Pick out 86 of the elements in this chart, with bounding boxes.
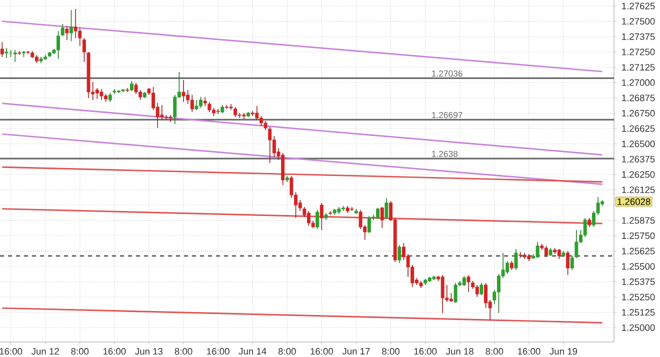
y-tick-label: 1.26500 <box>622 140 655 148</box>
x-tick-label: Jun 17 <box>342 348 370 355</box>
x-tick-label: 8:00 <box>486 348 504 355</box>
candlestick <box>60 24 64 36</box>
candlestick <box>320 202 324 230</box>
x-tick-label: 16:00 <box>518 348 540 355</box>
y-tick-label: 1.25625 <box>622 248 655 254</box>
x-tick-label: 8:00 <box>382 348 400 355</box>
candlestick <box>484 282 488 308</box>
y-tick-label: 1.26250 <box>622 171 655 178</box>
candlestick <box>0 42 4 58</box>
candlestick <box>574 230 578 258</box>
candlestick <box>130 80 134 92</box>
candlestick <box>255 106 259 120</box>
y-tick-label: 1.25125 <box>622 309 655 316</box>
candlestick <box>70 10 73 42</box>
candlestick <box>358 210 362 230</box>
y-tick-label: 1.27250 <box>622 48 655 56</box>
candlestick <box>82 38 86 62</box>
y-tick-label: 1.26750 <box>622 110 655 117</box>
candlestick <box>134 82 138 94</box>
candlestick <box>466 274 470 292</box>
candlestick <box>316 210 320 230</box>
candlestick <box>475 284 479 298</box>
x-tick-label: 16:00 <box>207 348 230 355</box>
x-tick-label: 16:00 <box>0 348 22 355</box>
candlestick <box>264 120 268 130</box>
candlestick <box>208 102 212 112</box>
x-tick-label: 8:00 <box>71 348 89 355</box>
text: 1.26028 <box>618 198 650 205</box>
ref-line-label: 1.26697 <box>432 112 462 118</box>
x-tick-label: 8:00 <box>278 348 296 355</box>
y-tick-label: 1.25000 <box>622 324 655 331</box>
candlestick <box>4 48 8 58</box>
candlestick <box>536 242 540 258</box>
y-tick-label: 1.27625 <box>622 2 655 10</box>
y-tick-label: 1.27000 <box>622 79 655 86</box>
y-tick-label: 1.25500 <box>622 263 655 270</box>
y-tick-label: 1.26875 <box>622 94 655 102</box>
candlestick <box>440 274 444 314</box>
x-tick-label: 8:00 <box>174 348 192 355</box>
y-tick-label: 1.25375 <box>622 278 655 286</box>
x-tick-label: Jun 19 <box>550 348 578 355</box>
y-tick-label: 1.27375 <box>622 33 655 40</box>
candlestick <box>234 106 238 118</box>
x-tick-label: Jun 13 <box>135 348 163 355</box>
ref-line-label: 1.2638 <box>432 150 458 157</box>
candlestick <box>454 282 458 304</box>
candlestick <box>570 256 574 270</box>
candlestick <box>173 94 177 124</box>
candlestick <box>74 8 78 38</box>
candlestick <box>100 88 104 100</box>
candlestick <box>380 206 384 228</box>
candlestick <box>160 104 164 120</box>
y-tick-label: 1.25250 <box>622 294 655 300</box>
candlestick <box>480 282 484 296</box>
candlestick <box>268 126 272 164</box>
x-tick-label: 16:00 <box>310 348 333 355</box>
x-tick-label: 16:00 <box>103 348 126 355</box>
y-tick-label: 1.27500 <box>622 18 655 25</box>
candlestick <box>384 198 388 220</box>
candlestick <box>182 80 186 102</box>
candlestick <box>566 250 570 276</box>
y-tick-label: 1.26125 <box>622 186 655 194</box>
candlestick <box>514 248 518 270</box>
x-tick-label: 16:00 <box>414 348 437 355</box>
y-tick-label: 1.26375 <box>622 156 655 162</box>
y-tick-label: 1.27125 <box>622 64 655 71</box>
candlestick <box>398 244 402 264</box>
candlestick <box>544 246 548 258</box>
candlestick <box>78 28 82 46</box>
candlestick <box>65 26 69 40</box>
x-tick-label: Jun 12 <box>31 348 59 355</box>
candlestick <box>194 100 198 110</box>
x-tick-label: Jun 18 <box>446 348 474 355</box>
candlestick <box>18 50 22 56</box>
candlestick <box>557 248 561 260</box>
x-tick-label: Jun 14 <box>238 348 266 355</box>
candlestick <box>350 206 354 212</box>
y-tick-label: 1.25875 <box>622 217 655 224</box>
candlestick <box>13 50 17 62</box>
candlestick <box>190 94 194 112</box>
candlestick <box>462 276 466 286</box>
y-tick-label: 1.25750 <box>622 232 655 240</box>
y-tick-label: 1.26625 <box>622 125 655 132</box>
ref-line-label: 1.27036 <box>432 70 462 77</box>
